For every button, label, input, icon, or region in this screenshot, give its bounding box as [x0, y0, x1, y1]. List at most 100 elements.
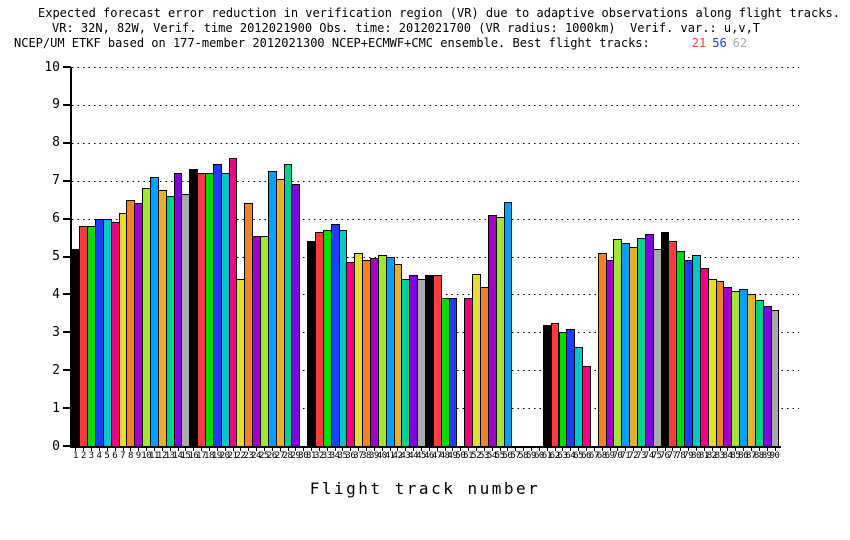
x-tick-label-14: 14: [172, 451, 183, 461]
chart-title-line3: NCEP/UM ETKF based on 177-member 2012021…: [14, 36, 747, 50]
x-tick-label-48: 48: [439, 451, 450, 461]
x-tick-label-86: 86: [738, 451, 749, 461]
x-tick-6: [114, 448, 116, 451]
x-tick-label-23: 23: [243, 451, 254, 461]
y-tick-label-6: 6: [52, 211, 60, 227]
x-tick-label-65: 65: [573, 451, 584, 461]
x-tick-33: [326, 448, 328, 451]
x-tick-label-3: 3: [88, 451, 94, 461]
x-tick-label-77: 77: [667, 451, 678, 461]
x-tick-24: [256, 448, 258, 451]
x-tick-label-69: 69: [604, 451, 615, 461]
y-tick-1: [63, 407, 71, 410]
x-tick-49: [452, 448, 454, 451]
x-tick-label-9: 9: [135, 451, 141, 461]
x-tick-75: [656, 448, 658, 451]
x-tick-52: [476, 448, 478, 451]
x-tick-label-6: 6: [112, 451, 118, 461]
x-tick-label-31: 31: [306, 451, 316, 461]
x-tick-label-19: 19: [211, 451, 222, 461]
x-tick-29: [295, 448, 297, 451]
x-tick-label-36: 36: [345, 451, 356, 461]
x-tick-label-88: 88: [753, 451, 764, 461]
x-tick-26: [271, 448, 273, 451]
y-tick-5: [63, 255, 71, 258]
x-tick-label-45: 45: [416, 451, 426, 461]
x-tick-83: [719, 448, 721, 451]
x-tick-47: [436, 448, 438, 451]
x-tick-label-17: 17: [196, 451, 207, 461]
x-tick-label-8: 8: [127, 451, 133, 461]
y-tick-label-1: 1: [52, 400, 60, 416]
x-tick-82: [711, 448, 713, 451]
x-tick-label-84: 84: [722, 451, 733, 461]
x-tick-label-70: 70: [612, 451, 623, 461]
x-tick-label-32: 32: [314, 451, 324, 461]
x-tick-label-52: 52: [471, 451, 481, 461]
x-tick-43: [405, 448, 407, 451]
y-tick-label-2: 2: [52, 362, 60, 378]
x-tick-84: [727, 448, 729, 451]
x-tick-label-68: 68: [596, 451, 607, 461]
x-tick-label-78: 78: [675, 451, 686, 461]
y-tick-2: [63, 369, 71, 372]
y-tick-label-7: 7: [52, 173, 60, 189]
x-tick-label-1: 1: [72, 451, 78, 461]
x-tick-67: [593, 448, 595, 451]
x-tick-label-53: 53: [478, 451, 489, 461]
x-tick-27: [279, 448, 281, 451]
x-tick-53: [483, 448, 485, 451]
x-tick-label-76: 76: [659, 451, 670, 461]
x-tick-label-28: 28: [282, 451, 293, 461]
x-tick-65: [578, 448, 580, 451]
gridline-y10: [71, 67, 799, 68]
x-tick-label-2: 2: [80, 451, 86, 461]
best-track-2: 56: [712, 36, 727, 50]
best-track-1: 21: [691, 36, 707, 50]
chart-title-line1: Expected forecast error reduction in ver…: [38, 6, 840, 20]
x-tick-42: [397, 448, 399, 451]
x-tick-label-5: 5: [104, 451, 110, 461]
x-tick-36: [350, 448, 352, 451]
x-tick-label-41: 41: [384, 451, 395, 461]
x-tick-2: [83, 448, 85, 451]
x-tick-label-60: 60: [533, 451, 544, 461]
y-tick-6: [63, 217, 71, 220]
x-tick-72: [633, 448, 635, 451]
y-tick-0: [63, 445, 71, 447]
x-tick-label-64: 64: [565, 451, 576, 461]
x-tick-77: [672, 448, 674, 451]
x-tick-4: [98, 448, 100, 451]
x-tick-44: [413, 448, 415, 451]
x-tick-14: [177, 448, 179, 451]
x-tick-60: [538, 448, 540, 451]
x-tick-59: [531, 448, 533, 451]
x-tick-46: [428, 448, 430, 451]
x-tick-16: [193, 448, 195, 451]
x-tick-label-83: 83: [714, 451, 725, 461]
x-tick-label-27: 27: [274, 451, 285, 461]
x-tick-76: [664, 448, 666, 451]
x-tick-62: [554, 448, 556, 451]
x-tick-label-35: 35: [337, 451, 348, 461]
x-tick-label-80: 80: [691, 451, 701, 461]
x-tick-label-73: 73: [636, 451, 646, 461]
x-tick-label-11: 11: [149, 451, 159, 461]
x-tick-21: [232, 448, 234, 451]
y-tick-label-5: 5: [52, 249, 60, 264]
x-tick-label-26: 26: [266, 451, 277, 461]
x-tick-10: [146, 448, 148, 451]
x-tick-18: [208, 448, 210, 451]
x-tick-label-58: 58: [518, 451, 529, 461]
x-tick-88: [758, 448, 760, 451]
x-tick-label-24: 24: [251, 451, 261, 461]
x-tick-label-7: 7: [120, 451, 125, 461]
x-tick-37: [358, 448, 360, 451]
x-tick-12: [161, 448, 163, 451]
x-tick-label-12: 12: [156, 451, 167, 461]
x-tick-label-16: 16: [188, 451, 199, 461]
x-tick-3: [91, 448, 93, 451]
y-tick-label-9: 9: [52, 97, 60, 113]
x-tick-51: [468, 448, 470, 451]
